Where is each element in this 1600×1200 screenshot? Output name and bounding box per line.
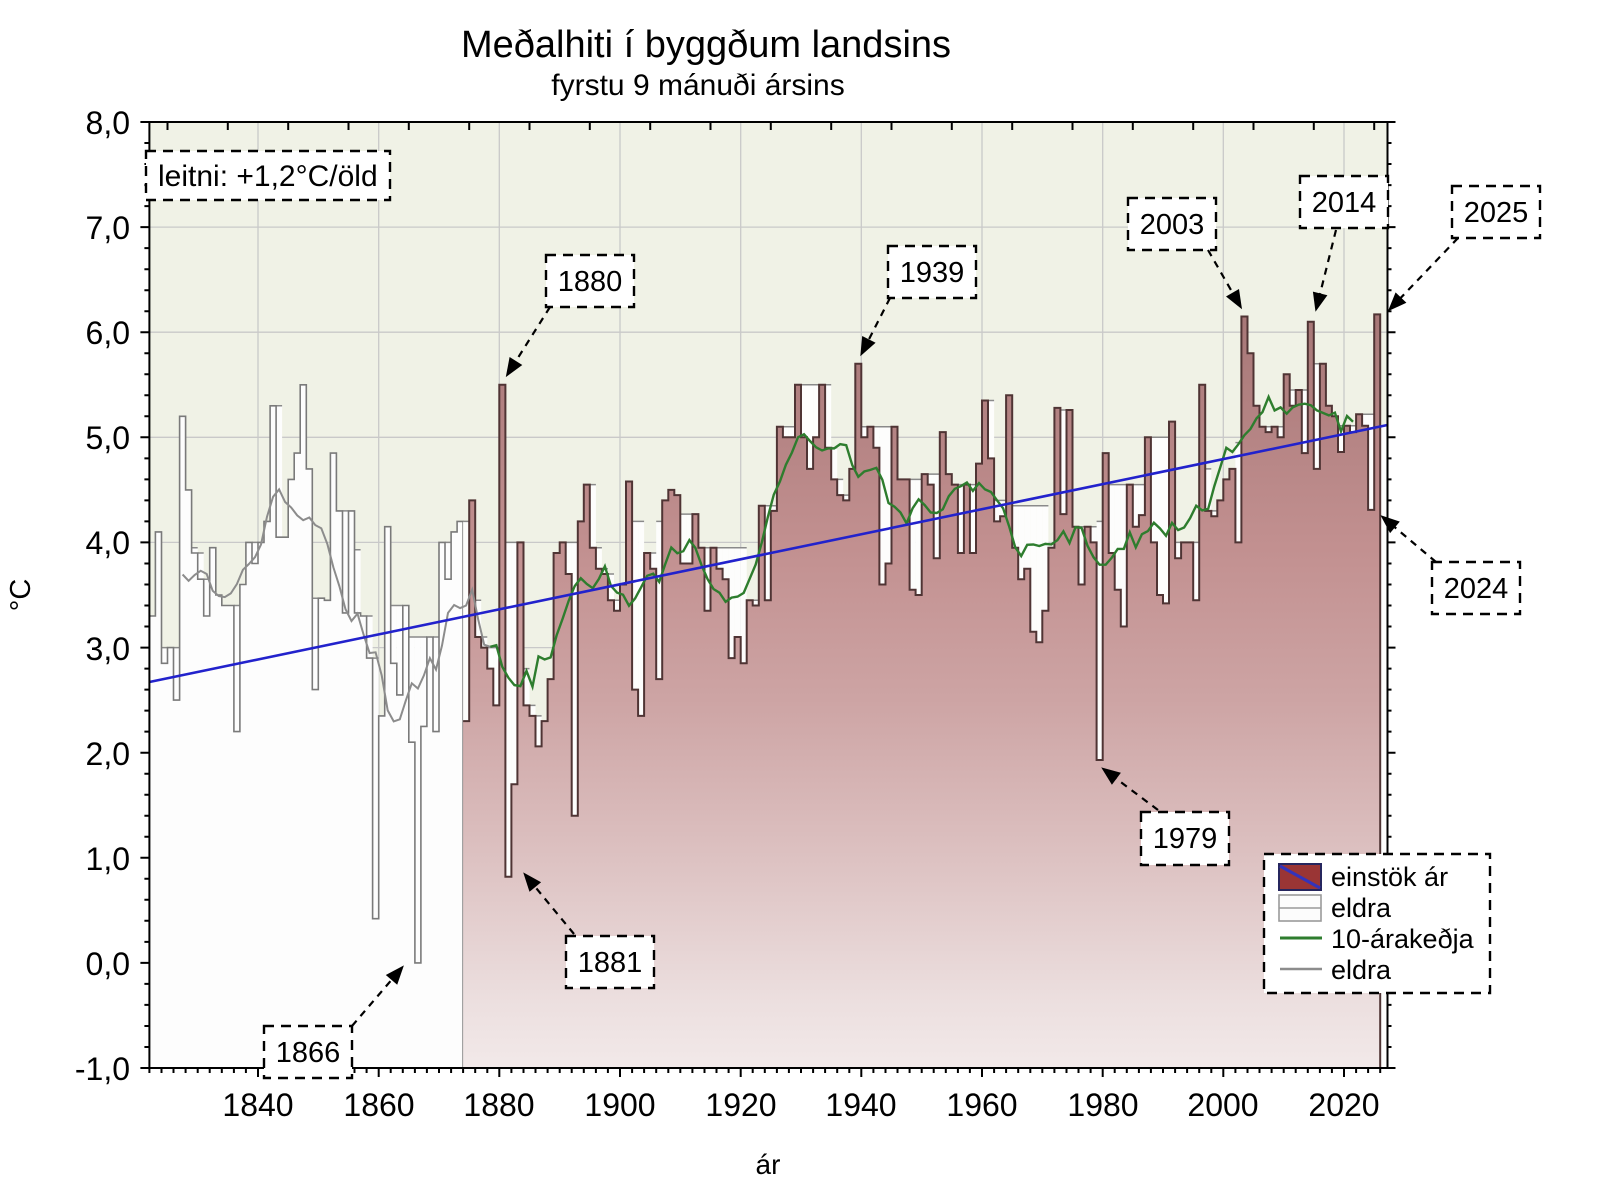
svg-text:1860: 1860 (343, 1087, 414, 1123)
svg-text:2003: 2003 (1140, 209, 1205, 241)
svg-text:2000: 2000 (1187, 1087, 1258, 1123)
svg-text:1979: 1979 (1153, 823, 1218, 855)
svg-text:2025: 2025 (1464, 197, 1529, 229)
svg-text:7,0: 7,0 (86, 210, 130, 246)
svg-text:eldra: eldra (1331, 893, 1392, 923)
svg-text:eldra: eldra (1331, 955, 1392, 985)
svg-text:2020: 2020 (1308, 1087, 1379, 1123)
svg-text:3,0: 3,0 (86, 631, 130, 667)
svg-text:2014: 2014 (1312, 187, 1377, 219)
svg-text:10-árakeðja: 10-árakeðja (1331, 924, 1475, 954)
svg-text:4,0: 4,0 (86, 525, 130, 561)
svg-text:1,0: 1,0 (86, 841, 130, 877)
svg-text:8,0: 8,0 (86, 105, 130, 141)
svg-text:0,0: 0,0 (86, 946, 130, 982)
svg-text:fyrstu 9 mánuði ársins: fyrstu 9 mánuði ársins (551, 69, 844, 102)
svg-text:ár: ár (756, 1149, 781, 1180)
svg-text:1840: 1840 (222, 1087, 293, 1123)
svg-text:°C: °C (5, 579, 37, 612)
svg-text:2024: 2024 (1444, 573, 1509, 605)
svg-text:-1,0: -1,0 (75, 1051, 130, 1087)
svg-text:1960: 1960 (946, 1087, 1017, 1123)
svg-text:1939: 1939 (900, 257, 965, 289)
svg-text:1880: 1880 (463, 1087, 534, 1123)
svg-text:leitni: +1,2°C/öld: leitni: +1,2°C/öld (158, 160, 378, 193)
svg-text:1940: 1940 (825, 1087, 896, 1123)
svg-text:einstök ár: einstök ár (1331, 862, 1448, 892)
svg-text:1880: 1880 (558, 266, 623, 298)
svg-text:2,0: 2,0 (86, 736, 130, 772)
svg-text:1980: 1980 (1067, 1087, 1138, 1123)
svg-text:1900: 1900 (584, 1087, 655, 1123)
svg-text:6,0: 6,0 (86, 315, 130, 351)
svg-text:1920: 1920 (705, 1087, 776, 1123)
svg-text:Meðalhiti í byggðum landsins: Meðalhiti í byggðum landsins (461, 24, 951, 66)
svg-text:1866: 1866 (276, 1037, 341, 1069)
svg-text:5,0: 5,0 (86, 420, 130, 456)
svg-text:1881: 1881 (578, 947, 643, 979)
